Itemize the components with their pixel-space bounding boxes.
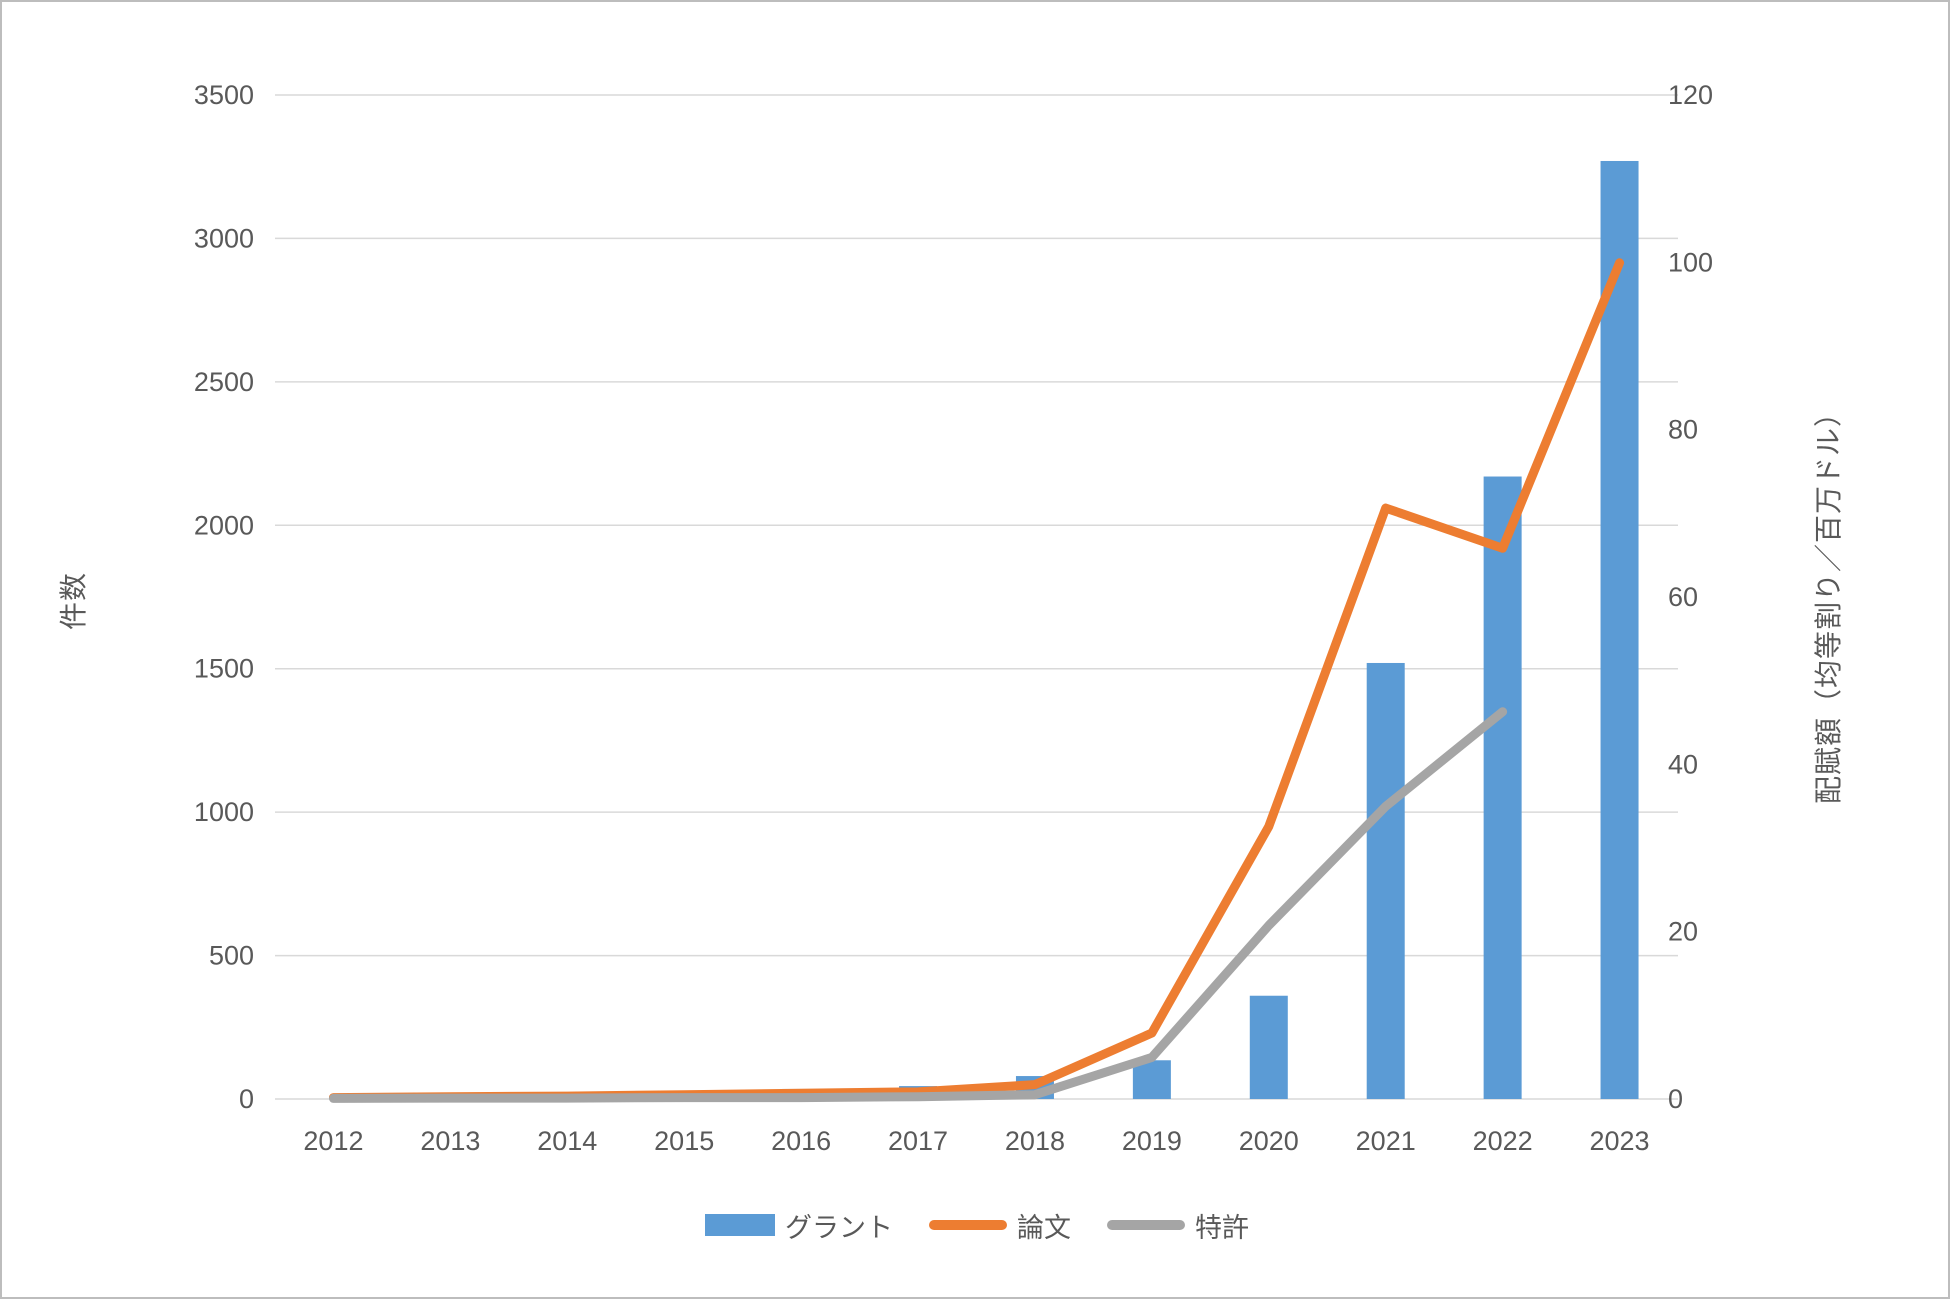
left-axis-tick-label: 2500: [194, 367, 254, 397]
legend-item-grants: グラント: [705, 1206, 893, 1245]
x-axis-year-label: 2018: [1005, 1126, 1065, 1156]
right-axis-tick-label: 40: [1668, 749, 1698, 779]
x-axis-year-label: 2012: [303, 1126, 363, 1156]
legend-label-papers: 論文: [1017, 1212, 1071, 1243]
left-axis-tick-label: 500: [209, 941, 254, 971]
papers-line-swatch: [929, 1220, 1007, 1230]
legend-item-patents: 特許: [1107, 1206, 1249, 1245]
right-axis-tick-label: 20: [1668, 917, 1698, 947]
right-axis-title: 配賦額（均等割り／百万ドル）: [1813, 398, 1844, 805]
left-axis-tick-label: 1000: [194, 797, 254, 827]
legend: グラント 論文 特許: [2, 1201, 1948, 1249]
left-axis-title: 件数: [58, 572, 89, 631]
left-axis-tick-label: 3000: [194, 223, 254, 253]
legend-label-patents: 特許: [1195, 1212, 1249, 1243]
x-axis-year-label: 2021: [1356, 1126, 1416, 1156]
right-axis-tick-label: 120: [1668, 80, 1713, 110]
legend-item-papers: 論文: [929, 1206, 1071, 1245]
left-axis-tick-label: 0: [239, 1084, 254, 1114]
grants-bar-swatch: [705, 1214, 775, 1236]
bar-grants: [1132, 1060, 1171, 1099]
right-axis-tick-label: 60: [1668, 582, 1698, 612]
x-axis-year-label: 2022: [1473, 1126, 1533, 1156]
bar-grants: [1600, 160, 1639, 1099]
bar-grants: [1483, 476, 1522, 1099]
line-patents: [328, 707, 1508, 1103]
x-axis-year-label: 2017: [888, 1126, 948, 1156]
x-axis-year-label: 2019: [1122, 1126, 1182, 1156]
x-axis-year-label: 2015: [654, 1126, 714, 1156]
x-axis-year-label: 2014: [537, 1126, 597, 1156]
line-papers: [328, 258, 1625, 1103]
bar-grants: [1249, 995, 1288, 1099]
left-axis-tick-label: 1500: [194, 654, 254, 684]
legend-label-grants: グラント: [785, 1212, 893, 1243]
bar-grants: [1366, 662, 1405, 1099]
right-axis-tick-label: 100: [1668, 247, 1713, 277]
right-axis-tick-label: 0: [1668, 1084, 1683, 1114]
x-axis-year-label: 2016: [771, 1126, 831, 1156]
x-axis-year-label: 2023: [1590, 1126, 1650, 1156]
x-axis-year-label: 2013: [420, 1126, 480, 1156]
patents-line-swatch: [1107, 1220, 1185, 1230]
right-axis-tick-label: 80: [1668, 415, 1698, 445]
left-axis-tick-label: 3500: [194, 80, 254, 110]
x-axis-year-label: 2020: [1239, 1126, 1299, 1156]
left-axis-tick-label: 2000: [194, 510, 254, 540]
